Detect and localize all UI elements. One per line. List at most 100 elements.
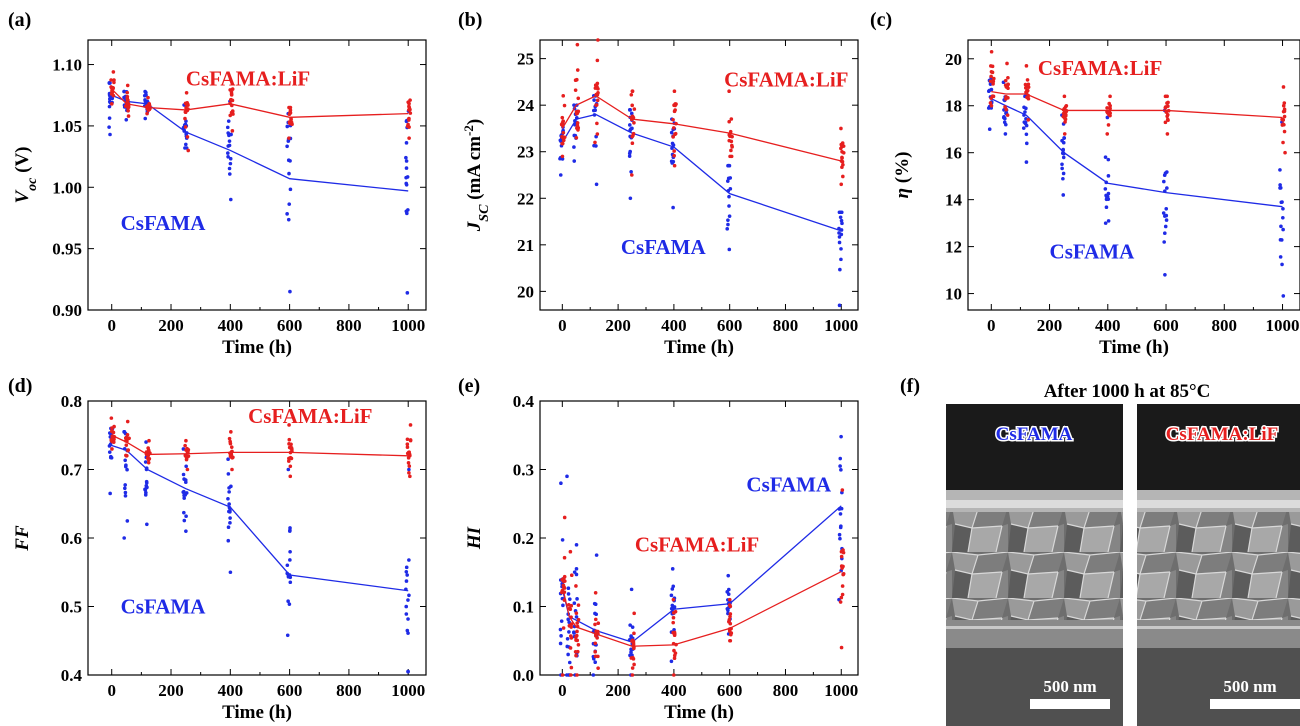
data-point [145, 111, 149, 116]
data-point [574, 615, 579, 619]
data-point [560, 673, 565, 677]
data-point [596, 666, 600, 670]
data-point [592, 98, 596, 102]
data-point [566, 652, 570, 657]
data-point [226, 154, 230, 159]
data-point [404, 579, 409, 583]
data-point [726, 179, 730, 183]
y-axis-title-part: (%) [892, 152, 913, 188]
data-point [575, 42, 580, 47]
data-point [988, 101, 993, 105]
data-point [289, 442, 293, 447]
data-point [1004, 94, 1008, 99]
data-point [126, 448, 130, 453]
data-point [1278, 238, 1283, 242]
data-point [839, 645, 844, 650]
data-point [672, 153, 676, 158]
data-point [575, 68, 580, 72]
data-point [1162, 231, 1167, 236]
data-point [285, 212, 289, 216]
data-point [288, 105, 293, 110]
data-point [405, 437, 410, 442]
x-tick-label: 800 [773, 316, 799, 335]
data-point [123, 494, 128, 498]
x-tick-label: 0 [987, 316, 996, 335]
mean-line [991, 91, 1283, 119]
data-point [406, 598, 410, 602]
mean-line [561, 570, 842, 647]
y-axis-title-part: oc [25, 177, 40, 191]
data-point [144, 479, 149, 484]
data-point [567, 660, 572, 665]
data-point [562, 135, 567, 140]
data-point [408, 474, 412, 479]
data-point [108, 132, 112, 137]
data-point [990, 64, 995, 69]
data-point [287, 437, 292, 442]
x-tick-label: 800 [336, 681, 362, 700]
data-point [629, 650, 633, 654]
data-point [288, 474, 293, 479]
data-point [1280, 262, 1284, 267]
data-point [225, 125, 230, 130]
data-point [182, 493, 186, 498]
x-tick-label: 800 [773, 681, 799, 700]
data-point [572, 103, 576, 107]
data-point [572, 159, 577, 163]
data-point [727, 204, 731, 208]
series-annotation: CsFAMA:LiF [248, 404, 372, 428]
series-annotation: CsFAMA:LiF [186, 66, 310, 90]
data-point [110, 429, 114, 434]
data-point [559, 634, 563, 638]
data-point [628, 623, 632, 627]
data-point [227, 139, 232, 143]
data-point [228, 113, 233, 118]
data-point [594, 103, 598, 107]
data-point [227, 133, 231, 138]
data-point [407, 593, 411, 598]
data-point [629, 111, 634, 116]
data-point [226, 496, 230, 501]
data-point [184, 90, 189, 95]
y-tick-label: 20 [945, 50, 962, 69]
data-point [727, 119, 731, 124]
data-point [1165, 94, 1169, 99]
data-point [987, 88, 992, 93]
y-tick-label: 0.95 [52, 240, 82, 259]
data-point [630, 625, 635, 629]
data-point [591, 108, 596, 113]
data-point [671, 584, 676, 589]
data-point [837, 235, 842, 239]
mean-line [111, 88, 409, 118]
scale-bar-csfama-lif [1210, 699, 1300, 709]
data-point [1281, 294, 1286, 298]
data-point [671, 126, 676, 130]
series-csfama-lif [559, 38, 846, 187]
data-point [107, 125, 111, 129]
data-point [1282, 129, 1287, 134]
y-tick-label: 0.1 [513, 598, 534, 617]
data-point [1108, 106, 1112, 111]
data-point [729, 148, 733, 153]
sem-image-csfama-lif: CsFAMA:LiF 500 nm [1137, 404, 1300, 726]
data-point [407, 471, 411, 475]
data-point [107, 444, 112, 448]
data-point [1106, 219, 1111, 223]
data-point [185, 101, 189, 105]
data-point [991, 82, 995, 86]
data-point [574, 653, 578, 658]
data-point [144, 90, 148, 95]
x-tick-label: 600 [277, 681, 303, 700]
data-point [1281, 140, 1285, 145]
data-point [143, 116, 148, 121]
data-point [1280, 200, 1284, 204]
data-point [839, 257, 843, 262]
data-point [285, 124, 290, 129]
data-point [184, 448, 188, 452]
y-tick-label: 0.8 [61, 392, 82, 411]
data-point [112, 78, 116, 82]
data-point [186, 148, 191, 153]
data-point [1024, 141, 1029, 146]
data-point [727, 214, 732, 218]
data-point [1161, 211, 1166, 215]
